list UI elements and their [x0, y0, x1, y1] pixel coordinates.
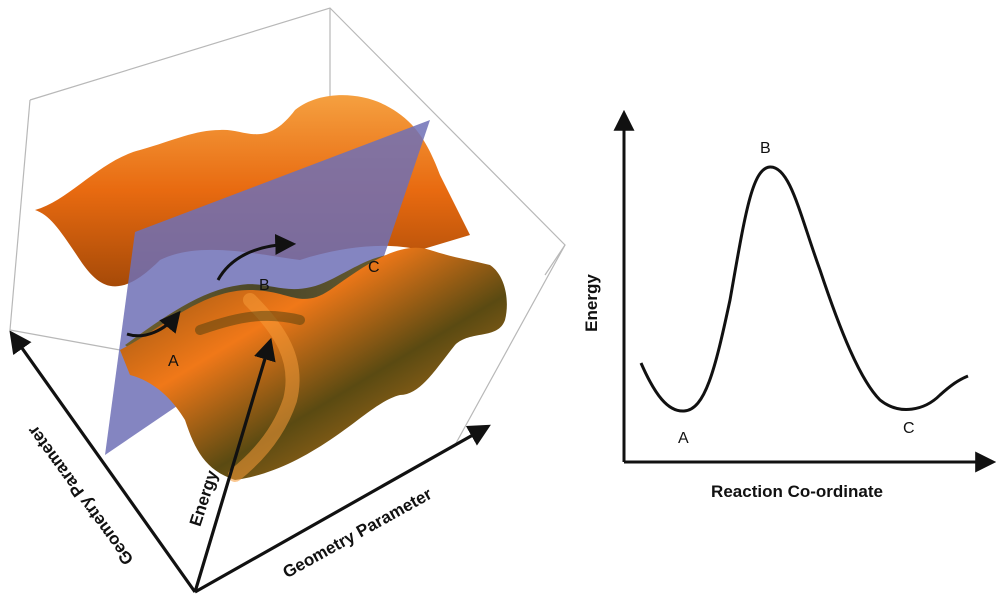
- pes-3d-panel: A B C Geometry Parameter Energy Geometry…: [9, 7, 566, 594]
- surface-point-b: B: [259, 277, 270, 294]
- profile-point-b: B: [760, 140, 771, 157]
- reaction-arrow-2: [216, 233, 297, 281]
- x-axis-label: Reaction Co-ordinate: [711, 482, 883, 501]
- surface-point-a: A: [168, 353, 179, 370]
- profile-point-c: C: [903, 420, 915, 437]
- reaction-arrow-1: [126, 310, 181, 338]
- axis-geometry-left: [9, 330, 197, 593]
- axis-geometry-right: [194, 424, 491, 594]
- surface-point-c: C: [368, 259, 380, 276]
- surface-dark-shade: [195, 310, 305, 335]
- reaction-profile-panel: A B C Energy Reaction Co-ordinate: [582, 109, 997, 501]
- surface-front: [120, 247, 507, 480]
- profile-point-a: A: [678, 430, 689, 447]
- y-axis-label: Energy: [582, 274, 601, 332]
- axis-energy-3d: [193, 337, 276, 593]
- surface-ridge-shade: [228, 293, 300, 482]
- axes-3d: [9, 330, 491, 594]
- energy-profile-curve: [639, 165, 969, 413]
